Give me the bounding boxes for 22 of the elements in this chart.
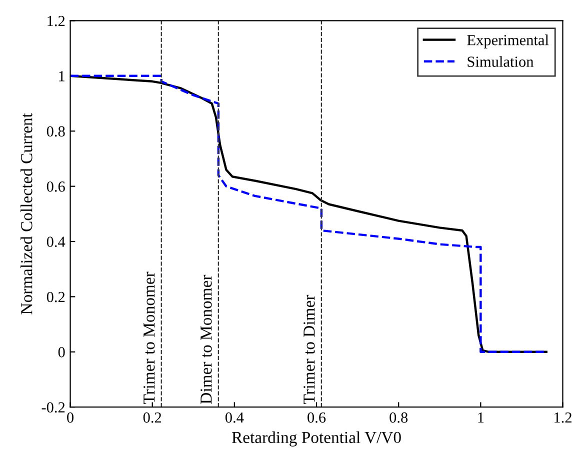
legend-label: Simulation [468,56,534,67]
x-tick-label: 0.8 [390,412,408,423]
x-axis-title: Retarding Potential V/V0 [232,431,401,447]
y-tick-label: -0.2 [42,402,65,413]
y-axis-title: Normalized Collected Current [20,113,32,314]
ref-line-label: Trimer to Monomer [144,272,155,404]
y-tick-label: 1 [59,71,64,82]
y-tick-label: 0 [58,347,65,358]
x-tick-label: 0.6 [308,412,326,423]
legend-label: Experimental [467,34,549,48]
x-tick-label: 1.2 [554,412,572,423]
y-tick-label: 0.4 [46,236,66,248]
y-tick-label: 0.6 [46,181,65,192]
y-tick-label: 0.8 [46,126,65,137]
ref-line-label: Dimer to Monomer [200,274,212,404]
x-tick-label: 0.4 [225,412,244,423]
y-tick-label: 1.2 [48,16,65,26]
x-tick-label: 0 [67,412,74,423]
ref-line-label: Trimer to Dimer [304,294,315,404]
y-tick-label: 0.2 [46,292,65,302]
x-tick-label: 0.2 [143,412,162,423]
x-tick-label: 1 [478,412,484,423]
